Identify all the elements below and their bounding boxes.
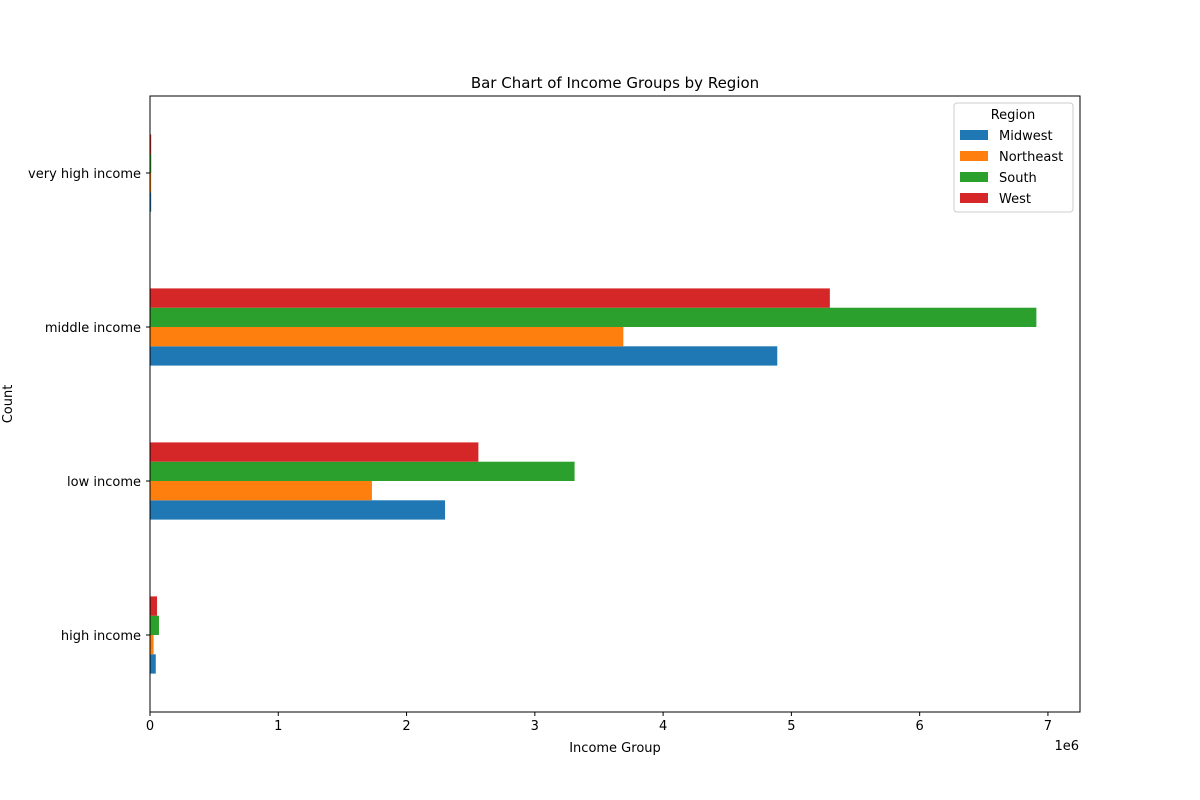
legend-swatch-west bbox=[960, 193, 988, 203]
y-tick-label: middle income bbox=[45, 321, 141, 336]
x-tick-label: 3 bbox=[531, 719, 539, 734]
x-tick-label: 5 bbox=[787, 719, 795, 734]
bars-group bbox=[150, 134, 1037, 674]
bar-midwest-high-income bbox=[150, 654, 156, 674]
y-tick-label: low income bbox=[67, 475, 141, 490]
bar-midwest-very-high-income bbox=[150, 192, 152, 212]
y-tick-label: very high income bbox=[28, 167, 141, 182]
legend-items: Midwest Northeast South West bbox=[960, 129, 1063, 207]
legend-label-south: South bbox=[999, 171, 1037, 186]
chart-title: Bar Chart of Income Groups by Region bbox=[471, 74, 759, 92]
x-tick-label: 2 bbox=[402, 719, 410, 734]
bar-west-high-income bbox=[150, 596, 158, 616]
bar-midwest-low-income bbox=[150, 500, 446, 520]
legend-label-west: West bbox=[999, 192, 1031, 207]
y-axis-label: Count bbox=[1, 385, 16, 424]
legend-label-midwest: Midwest bbox=[999, 129, 1053, 144]
legend-swatch-south bbox=[960, 172, 988, 182]
bar-south-middle-income bbox=[150, 307, 1037, 327]
plot-area-frame bbox=[149, 95, 1081, 713]
legend-title: Region bbox=[991, 108, 1036, 123]
bar-northeast-low-income bbox=[150, 481, 372, 501]
bar-west-middle-income bbox=[150, 288, 830, 308]
bar-northeast-high-income bbox=[150, 635, 154, 655]
y-axis: high income low income middle income very h… bbox=[28, 167, 150, 644]
x-tick-label: 0 bbox=[146, 719, 154, 734]
x-axis: 0 1 2 3 4 5 6 7 bbox=[146, 712, 1052, 734]
bar-west-very-high-income bbox=[150, 134, 152, 154]
legend-swatch-midwest bbox=[960, 130, 988, 140]
x-tick-label: 4 bbox=[659, 719, 667, 734]
legend-swatch-northeast bbox=[960, 151, 988, 161]
bar-northeast-middle-income bbox=[150, 327, 624, 347]
x-tick-label: 7 bbox=[1044, 719, 1052, 734]
legend-label-northeast: Northeast bbox=[999, 150, 1063, 165]
bar-midwest-middle-income bbox=[150, 346, 778, 366]
bar-south-very-high-income bbox=[150, 153, 152, 173]
bar-west-low-income bbox=[150, 442, 479, 462]
bar-south-high-income bbox=[150, 615, 159, 635]
x-tick-label: 6 bbox=[916, 719, 924, 734]
x-axis-label: Income Group bbox=[569, 741, 661, 756]
y-tick-label: high income bbox=[61, 629, 141, 644]
bar-south-low-income bbox=[150, 461, 575, 481]
legend: Region Midwest Northeast South West bbox=[953, 102, 1074, 213]
bar-northeast-very-high-income bbox=[150, 173, 152, 193]
x-axis-offset-label: 1e6 bbox=[1054, 739, 1079, 754]
x-tick-label: 1 bbox=[274, 719, 282, 734]
